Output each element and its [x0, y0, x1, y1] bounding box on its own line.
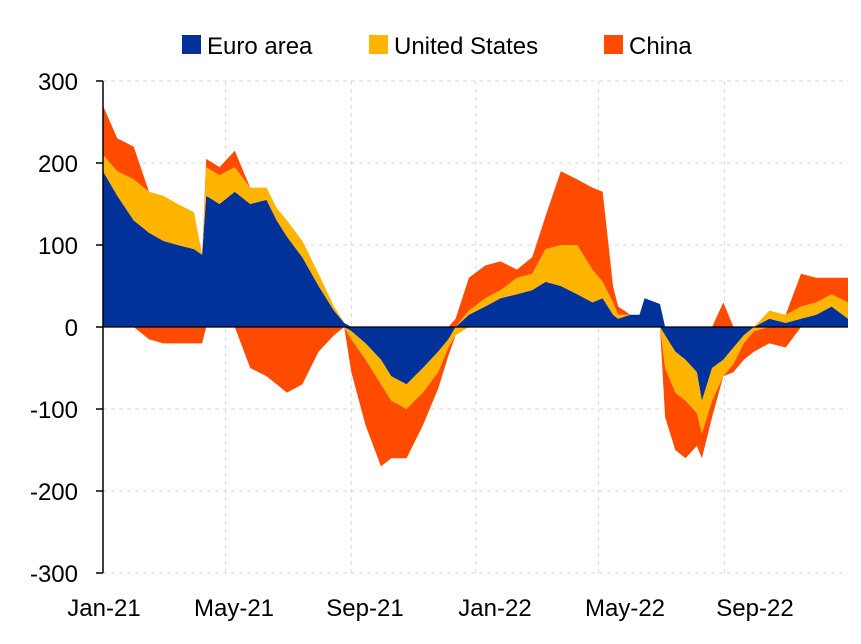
- x-tick-label: Jan-22: [458, 595, 531, 622]
- legend-swatch-united-states: [369, 35, 388, 54]
- stacked-areas: [103, 105, 848, 467]
- area-positive-euro-area: [103, 171, 848, 327]
- y-tick-label: 200: [38, 151, 78, 178]
- y-tick-label: -100: [30, 397, 78, 424]
- y-tick-label: 100: [38, 233, 78, 260]
- legend: Euro area United States China: [182, 33, 692, 60]
- legend-item-united-states: United States: [369, 33, 538, 60]
- area-negative-euro-area: [103, 327, 848, 401]
- area-negative-china: [103, 327, 848, 467]
- legend-swatch-euro-area: [182, 35, 201, 54]
- legend-label-china: China: [629, 33, 692, 60]
- axes: [96, 80, 848, 574]
- x-tick-label: Jan-21: [67, 595, 140, 622]
- y-tick-label: -200: [30, 479, 78, 506]
- y-tick-label: 300: [38, 69, 78, 96]
- x-tick-label: Sep-22: [716, 595, 793, 622]
- legend-label-euro-area: Euro area: [207, 33, 313, 60]
- x-tick-label: May-22: [585, 595, 665, 622]
- legend-item-euro-area: Euro area: [182, 33, 313, 60]
- y-tick-label: -300: [30, 561, 78, 588]
- y-tick-label: 0: [65, 315, 78, 342]
- x-tick-label: Sep-21: [326, 595, 403, 622]
- legend-swatch-china: [604, 35, 623, 54]
- area-positive-china: [103, 105, 848, 327]
- legend-label-united-states: United States: [394, 33, 538, 60]
- legend-item-china: China: [604, 33, 692, 60]
- x-tick-label: May-21: [194, 595, 274, 622]
- y-axis-tick-labels: 300 200 100 0 -100 -200 -300: [30, 69, 78, 588]
- x-axis-tick-labels: Jan-21 May-21 Sep-21 Jan-22 May-22 Sep-2…: [67, 595, 793, 622]
